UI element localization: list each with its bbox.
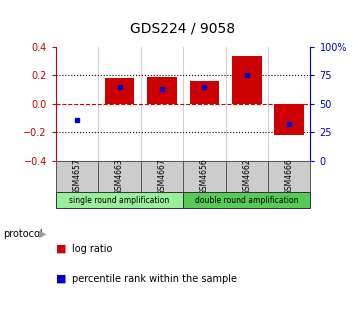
- Text: GSM4663: GSM4663: [115, 158, 124, 195]
- Bar: [98, 161, 141, 193]
- Text: single round amplification: single round amplification: [69, 196, 170, 205]
- Bar: [190, 81, 219, 104]
- Text: GSM4656: GSM4656: [200, 158, 209, 195]
- Bar: [183, 161, 226, 193]
- Bar: [147, 77, 177, 104]
- Text: ■: ■: [56, 274, 66, 284]
- Text: ▶: ▶: [39, 228, 46, 239]
- Bar: [105, 78, 134, 104]
- Text: GDS224 / 9058: GDS224 / 9058: [130, 21, 235, 35]
- Bar: [141, 161, 183, 193]
- Text: double round amplification: double round amplification: [195, 196, 299, 205]
- Text: GSM4667: GSM4667: [157, 158, 166, 195]
- Bar: [226, 161, 268, 193]
- Bar: [274, 104, 304, 135]
- Text: ■: ■: [56, 244, 66, 254]
- Text: percentile rank within the sample: percentile rank within the sample: [72, 274, 237, 284]
- Text: GSM4662: GSM4662: [242, 158, 251, 195]
- Text: log ratio: log ratio: [72, 244, 113, 254]
- Bar: [56, 193, 183, 208]
- Bar: [268, 161, 310, 193]
- Bar: [183, 193, 310, 208]
- Bar: [232, 56, 262, 104]
- Bar: [56, 161, 98, 193]
- Text: protocol: protocol: [4, 228, 43, 239]
- Text: GSM4657: GSM4657: [73, 158, 82, 195]
- Text: GSM4666: GSM4666: [285, 158, 294, 195]
